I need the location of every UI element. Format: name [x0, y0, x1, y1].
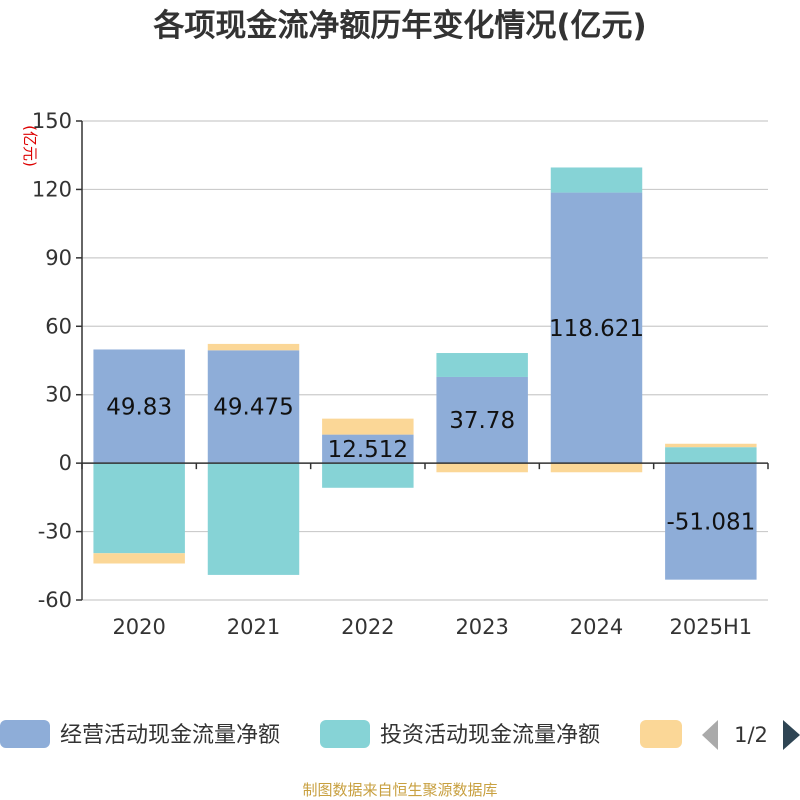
- legend-page-indicator: 1/2: [734, 723, 768, 747]
- bar-investing-2020: [93, 463, 185, 554]
- x-tick-label-2024: 2024: [570, 615, 623, 639]
- bar-financing-2022: [322, 418, 414, 435]
- bar-investing-2023: [436, 353, 528, 377]
- bar-operating-2020: [93, 349, 185, 464]
- y-tick-label: -30: [38, 520, 72, 544]
- x-tick-label-2022: 2022: [341, 615, 394, 639]
- data-label-2021: 49.475: [213, 395, 293, 421]
- grid-lines: [82, 120, 768, 601]
- x-tick-label-2023: 2023: [455, 615, 508, 639]
- y-tick-label: -60: [38, 588, 72, 612]
- bar-investing-2022: [322, 463, 414, 488]
- bar-financing-2021: [207, 343, 300, 351]
- bar-operating-2025H1: [665, 463, 757, 580]
- y-tick-label: 30: [45, 383, 72, 407]
- x-tick-label-2021: 2021: [227, 615, 280, 639]
- legend-prev-page-icon[interactable]: [702, 720, 718, 750]
- y-axis-unit: (亿元): [21, 125, 39, 167]
- bar-investing-2025H1: [665, 447, 757, 464]
- bar-investing-2024: [550, 167, 643, 193]
- legend-item-financing[interactable]: [640, 720, 682, 748]
- legend-swatch-investing: [320, 720, 370, 748]
- y-tick-label: 150: [32, 109, 72, 133]
- bar-financing-2023: [436, 463, 528, 473]
- legend-label-investing: 投资活动现金流量净额: [380, 723, 600, 748]
- y-tick-label: 120: [32, 177, 72, 201]
- legend-swatch-operating: [0, 720, 50, 748]
- legend-next-page-icon[interactable]: [783, 720, 800, 750]
- data-labels: 49.83 49.475 12.512 37.78 118.621 -51.081: [106, 316, 755, 536]
- bar-operating-2022: [322, 434, 414, 464]
- data-label-2025H1: -51.081: [666, 509, 755, 535]
- data-label-2020: 49.83: [106, 394, 172, 420]
- chart-title: 各项现金流净额历年变化情况(亿元): [152, 8, 646, 44]
- legend-item-operating[interactable]: 经营活动现金流量净额: [0, 720, 280, 748]
- legend: 经营活动现金流量净额 投资活动现金流量净额 1/2: [0, 720, 800, 750]
- bar-financing-2025H1: [665, 443, 757, 448]
- bar-operating-2024: [550, 192, 643, 464]
- bars: [93, 167, 757, 580]
- source-note: 制图数据来自恒生聚源数据库: [302, 781, 497, 799]
- data-label-2024: 118.621: [549, 316, 644, 342]
- legend-item-investing[interactable]: 投资活动现金流量净额: [320, 720, 600, 748]
- x-tick-label-2020: 2020: [112, 615, 165, 639]
- data-label-2022: 12.512: [328, 437, 408, 463]
- x-tick-label-2025H1: 2025H1: [670, 615, 753, 639]
- axes: 150 120 90 60 30 0 -30 -60 2020 2021 2022 2023 2024 2…: [32, 109, 769, 639]
- y-tick-label: 0: [59, 451, 72, 475]
- bar-financing-2024: [550, 463, 643, 473]
- y-tick-label: 60: [45, 314, 72, 338]
- data-label-2023: 37.78: [449, 408, 515, 434]
- legend-swatch-financing: [640, 720, 682, 748]
- bar-financing-2020: [93, 553, 185, 564]
- legend-label-operating: 经营活动现金流量净额: [60, 723, 280, 748]
- bar-operating-2023: [436, 376, 528, 464]
- y-tick-label: 90: [45, 246, 72, 270]
- bar-operating-2021: [207, 350, 300, 464]
- bar-investing-2021: [207, 463, 300, 575]
